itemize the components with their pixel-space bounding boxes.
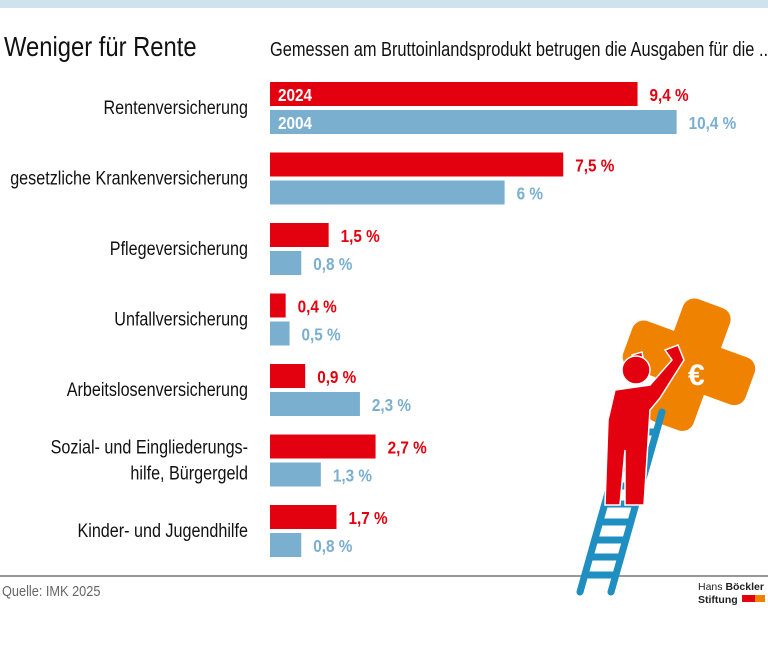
data-label: 2,7 % — [388, 437, 427, 457]
bar-2024 — [270, 434, 376, 459]
legend-series-name: 2024 — [278, 85, 313, 105]
chart-subtitle: Gemessen am Bruttoinlandsprodukt betruge… — [270, 37, 768, 60]
bar-2004 — [270, 462, 321, 487]
data-label: 0,8 % — [313, 254, 352, 274]
category-label: Arbeitslosenversicherung — [67, 379, 248, 401]
bar-2024 — [270, 152, 564, 177]
category-label: gesetzliche Krankenversicherung — [10, 167, 248, 189]
data-label: 0,9 % — [317, 367, 356, 387]
bar-2024 — [270, 82, 638, 106]
source-note: Quelle: IMK 2025 — [2, 582, 101, 599]
bar-2024 — [270, 223, 329, 247]
data-label: 0,5 % — [302, 324, 341, 344]
bar-2004 — [270, 392, 360, 416]
chart-title: Weniger für Rente — [4, 30, 197, 62]
data-label: 0,8 % — [313, 536, 352, 556]
data-label: 1,7 % — [348, 508, 387, 528]
person-icon — [604, 344, 685, 506]
person-on-ladder-illustration: € — [576, 298, 756, 596]
data-label: 1,3 % — [333, 465, 372, 485]
data-label: 9,4 % — [650, 85, 689, 105]
legend-series-name: 2004 — [278, 113, 313, 133]
bar-2024 — [270, 293, 286, 318]
category-label: Pflegeversicherung — [110, 238, 248, 260]
euro-icon: € — [688, 359, 705, 392]
data-label: 7,5 % — [575, 155, 614, 175]
category-label: Sozial- und Eingliederungs- — [51, 436, 249, 458]
data-label: 10,4 % — [689, 113, 737, 133]
top-band — [0, 0, 768, 8]
category-label: Kinder- und Jugendhilfe — [77, 520, 248, 542]
svg-text:Hans Böckler: Hans Böckler — [698, 581, 764, 593]
bar-2004 — [270, 321, 290, 346]
bars-group: Rentenversicherung 9,4 % 2024 10,4 % 2004 ges… — [10, 82, 736, 557]
bar-2004 — [270, 110, 677, 134]
svg-text:Stiftung: Stiftung — [698, 594, 738, 606]
hans-boeckler-logo: Hans Böckler Stiftung — [698, 581, 765, 606]
data-label: 1,5 % — [341, 226, 380, 246]
bar-2024 — [270, 364, 306, 388]
category-label: Unfallversicherung — [114, 308, 248, 330]
data-label: 6 % — [517, 183, 543, 203]
bar-2024 — [270, 505, 337, 529]
data-label: 0,4 % — [298, 296, 337, 316]
category-label: Rentenversicherung — [104, 97, 248, 119]
bar-2004 — [270, 533, 302, 557]
plaster-cross-icon — [622, 298, 756, 431]
data-label: 2,3 % — [372, 395, 411, 415]
bar-2004 — [270, 180, 505, 205]
category-label: hilfe, Bürgergeld — [130, 462, 248, 484]
bar-2004 — [270, 251, 302, 275]
